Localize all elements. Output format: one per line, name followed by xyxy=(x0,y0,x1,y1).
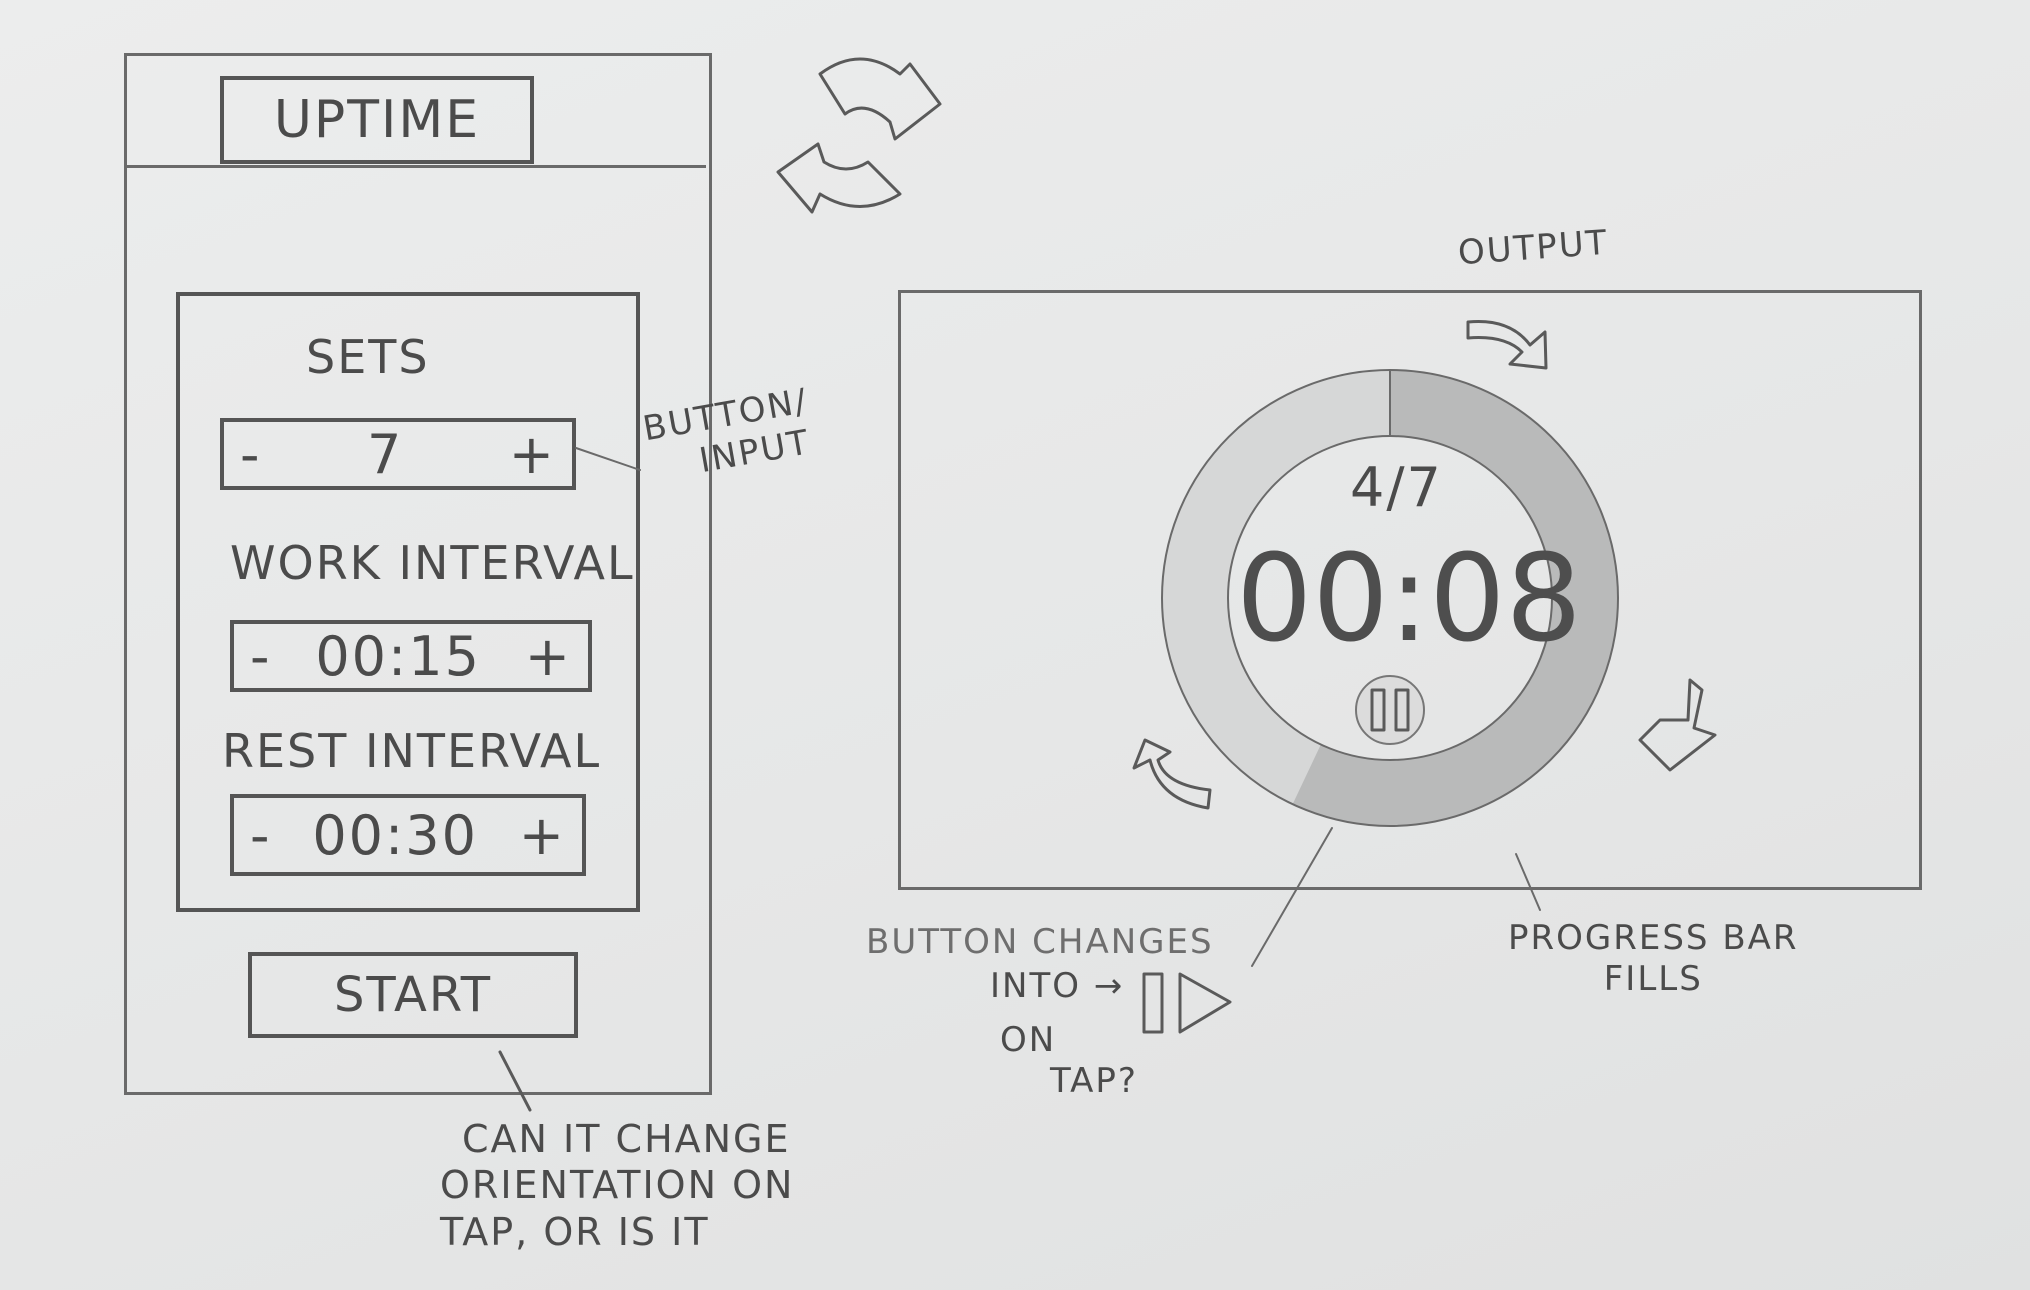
output-arrow-icon xyxy=(1466,319,1548,370)
curved-arrow-icon xyxy=(1638,678,1717,772)
start-button[interactable]: START xyxy=(248,952,578,1038)
app-bar-divider xyxy=(124,165,706,168)
sets-decrement-button[interactable]: - xyxy=(240,422,262,486)
rest-increment-button[interactable]: + xyxy=(518,803,566,867)
countdown-time: 00:08 xyxy=(1236,530,1582,669)
progress-ring xyxy=(1161,369,1619,827)
work-increment-button[interactable]: + xyxy=(524,624,572,688)
pause-icon xyxy=(1370,688,1410,732)
sets-increment-button[interactable]: + xyxy=(508,422,556,486)
annotation-progress-bar: PROGRESS BAR FILLS xyxy=(1508,918,1799,999)
work-interval-label: WORK INTERVAL xyxy=(230,536,635,590)
sets-stepper[interactable]: - 7 + xyxy=(220,418,576,490)
sets-label: SETS xyxy=(306,330,430,384)
pause-button[interactable] xyxy=(1352,672,1428,748)
settings-card xyxy=(176,292,640,912)
work-decrement-button[interactable]: - xyxy=(250,624,272,688)
rest-interval-stepper[interactable]: - 00:30 + xyxy=(230,794,586,876)
sets-value[interactable]: 7 xyxy=(366,422,404,486)
annotation-into: INTO → xyxy=(990,966,1125,1006)
annotation-orientation: CAN IT CHANGE ORIENTATION ON TAP, OR IS … xyxy=(440,1117,795,1254)
rotate-arrows-icon xyxy=(776,57,942,214)
pause-icon xyxy=(1142,972,1164,1034)
work-interval-stepper[interactable]: - 00:15 + xyxy=(230,620,592,692)
pause-play-icon xyxy=(1142,972,1232,1034)
play-icon xyxy=(1178,972,1232,1034)
rest-interval-value[interactable]: 00:30 xyxy=(312,803,478,867)
set-counter: 4/7 xyxy=(1350,456,1443,519)
annotation-on-tap: ON TAP? xyxy=(1000,1020,1138,1101)
work-interval-value[interactable]: 00:15 xyxy=(315,624,481,688)
rest-interval-label: REST INTERVAL xyxy=(222,724,602,778)
curved-arrow-icon xyxy=(1132,738,1212,810)
timer-screen-frame xyxy=(898,290,1922,890)
app-title: UPTIME xyxy=(220,76,534,164)
rest-decrement-button[interactable]: - xyxy=(250,803,272,867)
setup-screen-frame xyxy=(124,53,712,1095)
annotation-button-changes: BUTTON CHANGES xyxy=(866,922,1214,962)
